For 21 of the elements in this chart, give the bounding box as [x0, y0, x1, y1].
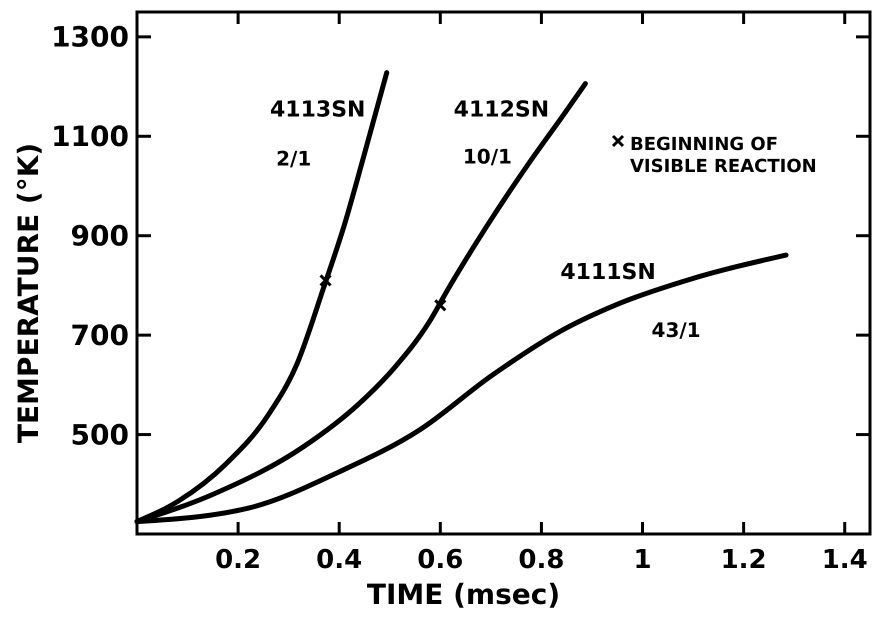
series-label: 4113SN [270, 97, 366, 122]
annotation: 2/1 [276, 146, 312, 171]
y-tick-label: 1100 [51, 120, 129, 154]
y-tick-label: 900 [70, 220, 129, 253]
y-tick-label: 500 [70, 418, 129, 452]
series-label: 4111SN [560, 260, 656, 285]
x-tick-label: 0.8 [518, 545, 564, 575]
x-tick-label: 0.4 [316, 545, 362, 575]
annotation: 43/1 [652, 318, 701, 342]
legend-label: BEGINNING OF VISIBLE REACTION [630, 134, 817, 177]
annotation: 10/1 [462, 144, 512, 169]
x-tick-label: 0.2 [215, 545, 262, 575]
x-tick-label: 1 [633, 545, 652, 575]
series-label: 4112SN [454, 97, 550, 122]
y-axis-title: TEMPERATURE (°K) [12, 142, 45, 444]
x-tick-label: 0.6 [417, 545, 464, 575]
y-tick-label: 1300 [51, 20, 129, 54]
x-tick-label: 1.2 [720, 545, 767, 575]
y-tick-label: 700 [70, 318, 129, 352]
x-tick-label: 1.4 [822, 545, 868, 575]
x-axis-title: TIME (msec) [366, 578, 560, 611]
